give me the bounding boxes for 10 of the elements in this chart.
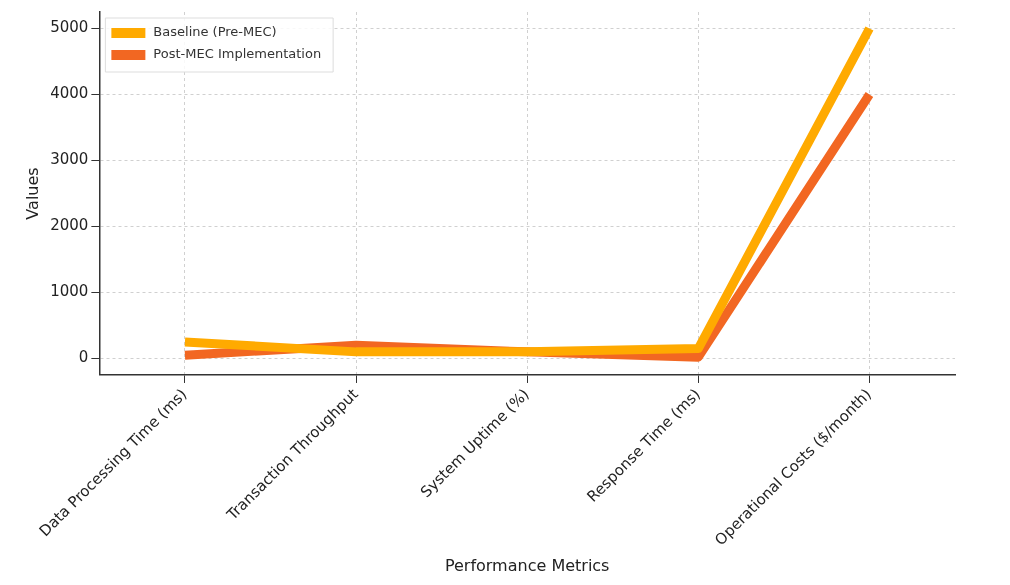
y-tick-label: 1000 <box>50 282 89 301</box>
y-tick-label: 3000 <box>50 150 89 169</box>
legend-label: Post-MEC Implementation <box>153 46 322 62</box>
y-tick-label: 5000 <box>50 18 89 37</box>
y-axis-title: Values <box>22 167 42 220</box>
y-tick-label: 4000 <box>50 84 89 103</box>
x-axis-title: Performance Metrics <box>444 555 610 575</box>
y-tick-label: 0 <box>78 348 89 367</box>
y-tick-label: 2000 <box>50 216 89 235</box>
legend-label: Baseline (Pre-MEC) <box>153 24 277 40</box>
